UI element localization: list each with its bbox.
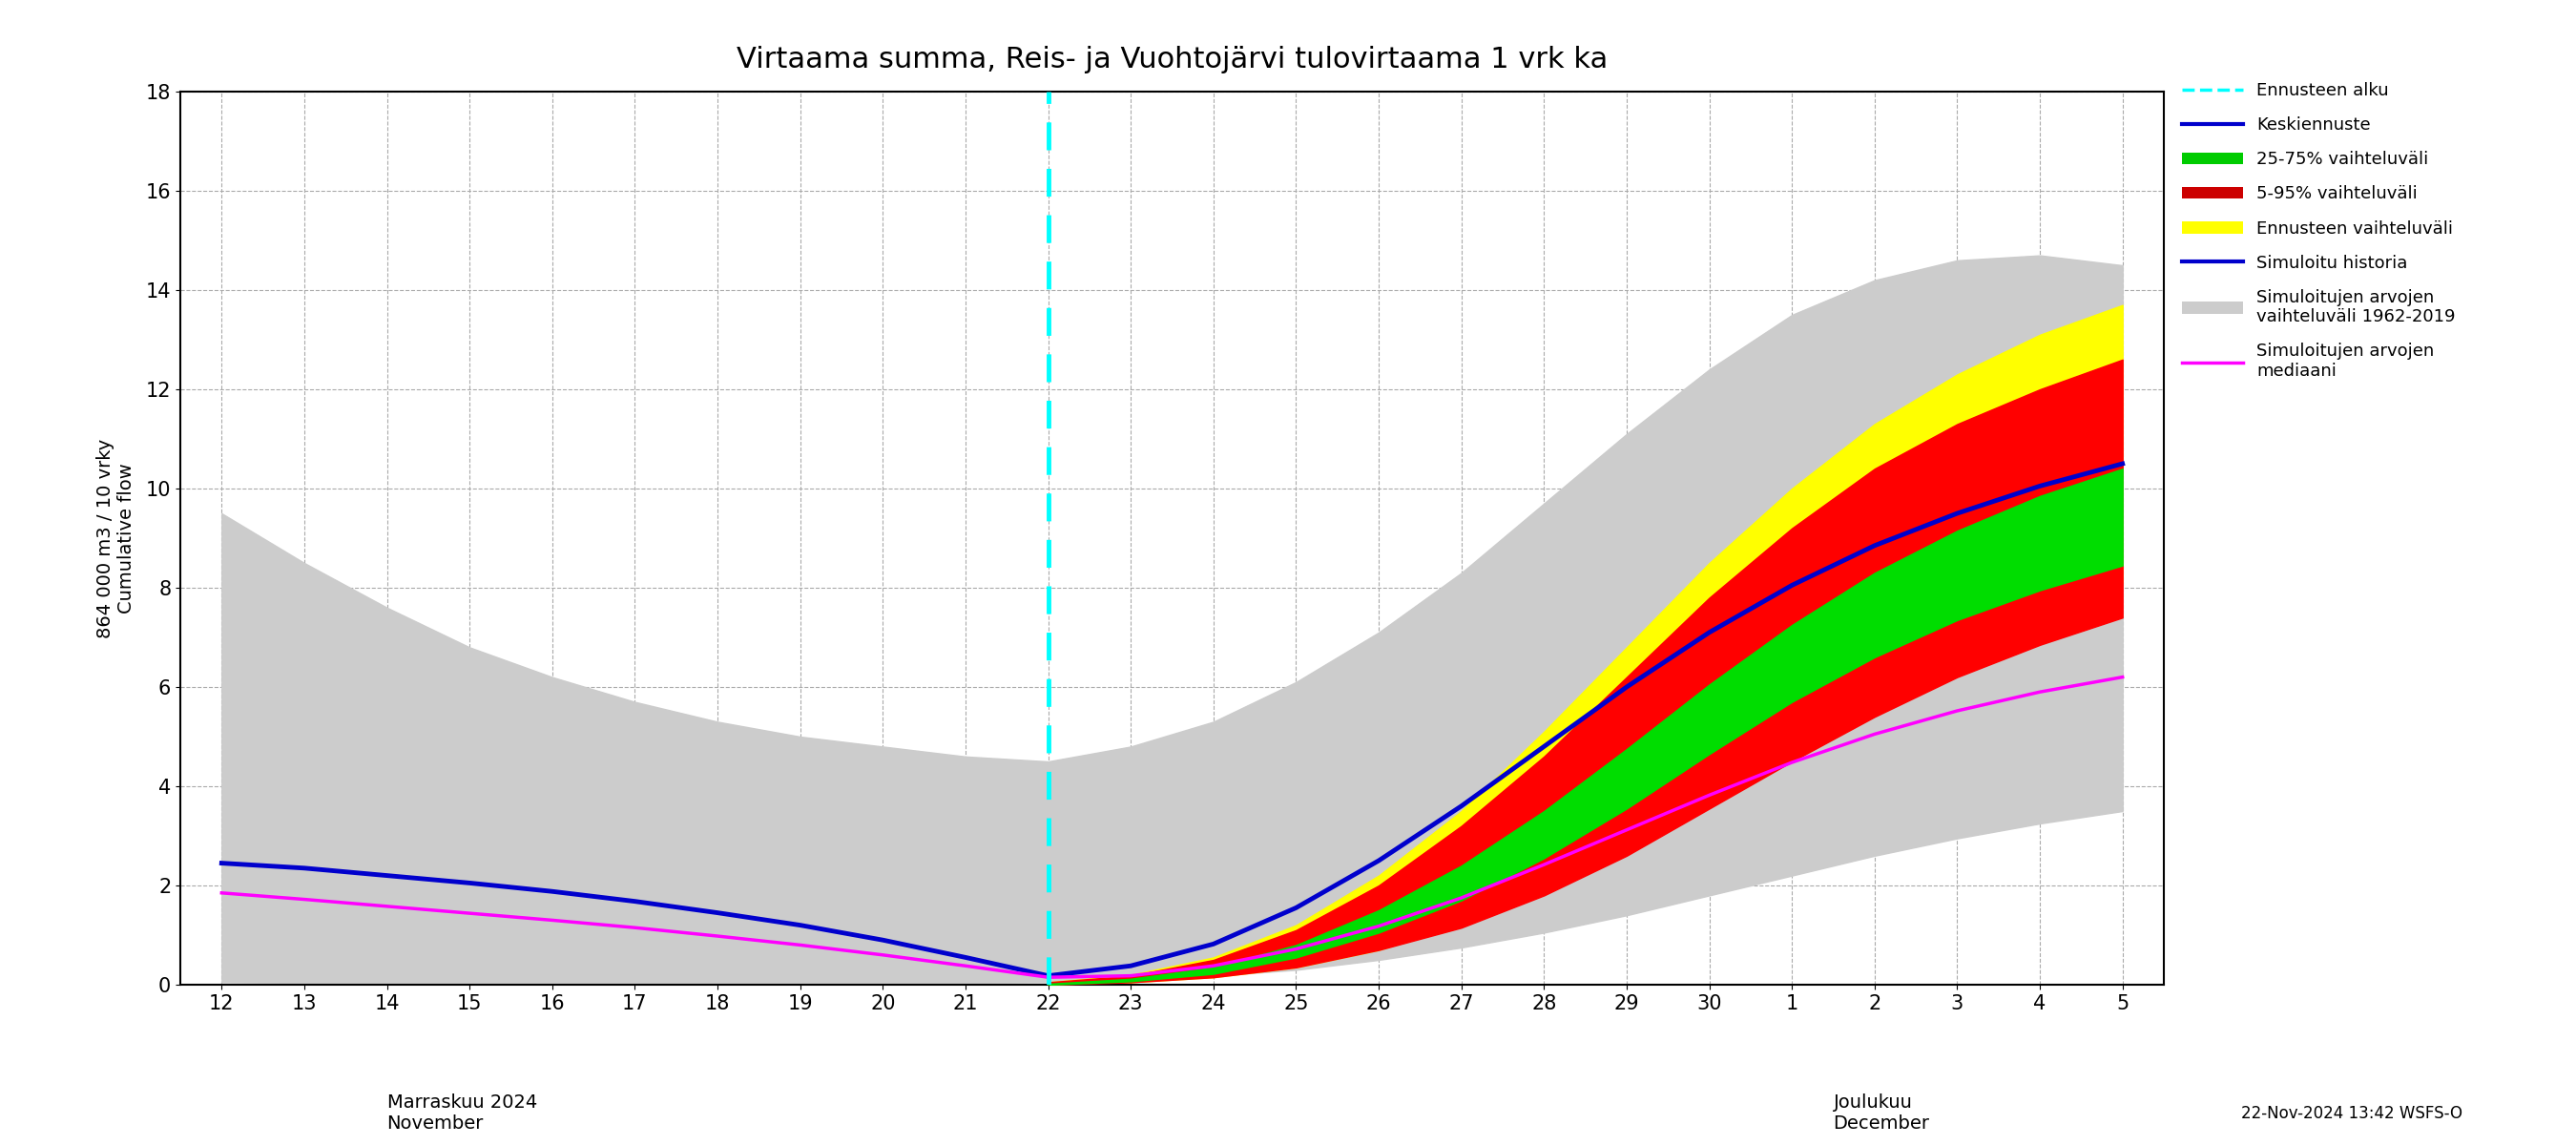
Text: Joulukuu
December: Joulukuu December (1834, 1093, 1929, 1132)
Text: Marraskuu 2024
November: Marraskuu 2024 November (386, 1093, 536, 1132)
Text: 22-Nov-2024 13:42 WSFS-O: 22-Nov-2024 13:42 WSFS-O (2241, 1105, 2463, 1122)
Title: Virtaama summa, Reis- ja Vuohtojärvi tulovirtaama 1 vrk ka: Virtaama summa, Reis- ja Vuohtojärvi tul… (737, 46, 1607, 73)
Y-axis label: 864 000 m3 / 10 vrky
Cumulative flow: 864 000 m3 / 10 vrky Cumulative flow (95, 439, 134, 638)
Legend: Ennusteen alku, Keskiennuste, 25-75% vaihteluväli, 5-95% vaihteluväli, Ennusteen: Ennusteen alku, Keskiennuste, 25-75% vai… (2174, 73, 2465, 388)
